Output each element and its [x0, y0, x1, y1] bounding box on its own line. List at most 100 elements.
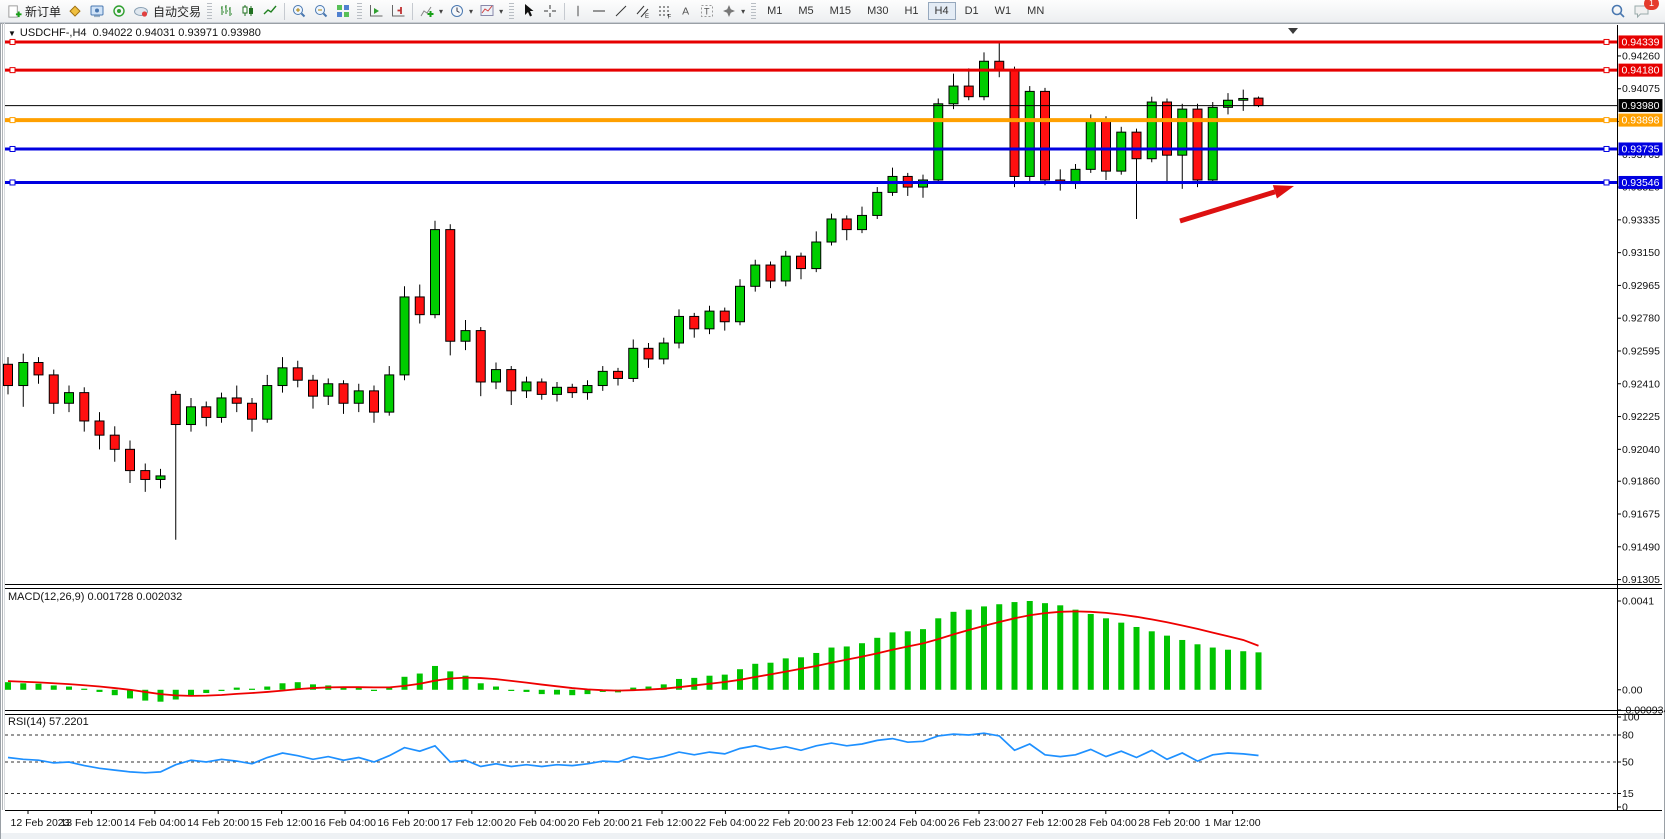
svg-text:14 Feb 20:00: 14 Feb 20:00	[187, 817, 249, 829]
timeframe-D1[interactable]: D1	[964, 5, 979, 17]
rsi-name: RSI(14)	[8, 716, 46, 728]
cursor-button[interactable]	[517, 1, 539, 21]
price-label-boxes: 0.94339 0.94180 0.93980 0.93898 0.93735 0.935…	[1618, 35, 1663, 189]
new-order-icon	[7, 4, 22, 19]
timeframe-M5[interactable]: M5	[798, 5, 814, 17]
svg-text:28 Feb 04:00: 28 Feb 04:00	[1075, 817, 1137, 829]
zoom-out-button[interactable]	[310, 1, 332, 21]
panel-frames	[0, 23, 1665, 839]
arrows-button[interactable]: ▾	[718, 1, 748, 21]
market-icon	[89, 3, 105, 19]
annotation-arrow[interactable]	[1179, 185, 1294, 224]
periods-button[interactable]: ▾	[446, 1, 476, 21]
auto-scroll-button[interactable]	[365, 1, 387, 21]
text-button[interactable]: A	[676, 1, 696, 21]
timeframe-M15[interactable]: M15	[829, 5, 852, 17]
toolbar-grip	[509, 3, 515, 19]
autotrading-button[interactable]: 自动交易	[130, 1, 204, 21]
svg-text:23 Feb 12:00: 23 Feb 12:00	[821, 817, 883, 829]
timeframe-H4[interactable]: H4	[927, 2, 956, 20]
svg-text:26 Feb 23:00: 26 Feb 23:00	[948, 817, 1010, 829]
svg-text:0.93546: 0.93546	[1622, 177, 1660, 189]
new-order-button[interactable]: 新订单	[4, 1, 64, 21]
svg-text:0.91305: 0.91305	[1622, 574, 1660, 586]
horizontal-line-button[interactable]	[588, 1, 610, 21]
candlestick-chart-button[interactable]	[237, 1, 259, 21]
svg-text:A: A	[682, 6, 689, 18]
fibonacci-button[interactable]: F	[654, 1, 676, 21]
svg-text:16 Feb 20:00: 16 Feb 20:00	[377, 817, 439, 829]
autotrading-label: 自动交易	[153, 4, 202, 19]
search-button[interactable]	[1607, 1, 1630, 21]
zoom-in-button[interactable]	[288, 1, 310, 21]
rsi-indicator	[5, 732, 1617, 794]
svg-text:0.92040: 0.92040	[1622, 444, 1660, 456]
templates-button[interactable]: ▾	[476, 1, 506, 21]
svg-text:28 Feb 20:00: 28 Feb 20:00	[1138, 817, 1200, 829]
svg-text:0.94260: 0.94260	[1622, 50, 1660, 62]
svg-text:0.92225: 0.92225	[1622, 411, 1660, 423]
templates-icon	[479, 3, 495, 19]
bar-chart-icon	[218, 3, 234, 19]
toolbar-grip	[207, 3, 213, 19]
svg-text:17 Feb 12:00: 17 Feb 12:00	[441, 817, 503, 829]
svg-text:21 Feb 12:00: 21 Feb 12:00	[631, 817, 693, 829]
svg-text:15: 15	[1622, 788, 1634, 800]
trendline-icon	[613, 3, 629, 19]
line-chart-icon	[262, 3, 278, 19]
crosshair-icon	[542, 3, 558, 19]
timeframe-M1[interactable]: M1	[767, 5, 783, 17]
svg-text:E: E	[645, 14, 649, 19]
signals-button[interactable]	[108, 1, 130, 21]
line-chart-button[interactable]	[259, 1, 281, 21]
chart-title[interactable]: ▼ USDCHF-,H4 0.94022 0.94031 0.93971 0.93…	[8, 27, 261, 39]
notifications-button[interactable]: 1	[1630, 0, 1659, 21]
svg-text:12 Feb 2023: 12 Feb 2023	[11, 817, 70, 829]
svg-text:0.0041: 0.0041	[1622, 595, 1654, 607]
chart-shift-icon	[390, 3, 406, 19]
svg-text:0.91490: 0.91490	[1622, 541, 1660, 553]
level-lines[interactable]	[5, 38, 1617, 186]
timeframe-M30[interactable]: M30	[867, 5, 889, 17]
svg-text:0.00: 0.00	[1622, 684, 1643, 696]
toolbar-grip	[357, 3, 363, 19]
metaeditor-button[interactable]	[64, 1, 86, 21]
macd-name: MACD(12,26,9)	[8, 591, 85, 603]
timeframe-W1[interactable]: W1	[994, 5, 1012, 17]
macd-label: MACD(12,26,9) 0.001728 0.002032	[8, 591, 182, 603]
text-label-button[interactable]: T	[696, 1, 718, 21]
svg-text:27 Feb 12:00: 27 Feb 12:00	[1011, 817, 1073, 829]
chart-title-dropdown-icon: ▼	[8, 29, 16, 38]
crosshair-button[interactable]	[539, 1, 561, 21]
candlesticks	[3, 41, 1264, 540]
trendline-button[interactable]	[610, 1, 632, 21]
market-button[interactable]	[86, 1, 108, 21]
indicators-button[interactable]: ▾	[416, 1, 446, 21]
notification-badge: 1	[1644, 0, 1659, 10]
svg-text:0.93335: 0.93335	[1622, 214, 1660, 226]
clock-icon	[449, 3, 465, 19]
tile-windows-button[interactable]	[332, 1, 354, 21]
rsi-label: RSI(14) 57.2201	[8, 716, 89, 728]
chart-shift-button[interactable]	[387, 1, 409, 21]
svg-text:0.93735: 0.93735	[1622, 143, 1660, 155]
macd-indicator	[5, 600, 1262, 702]
vertical-line-button[interactable]	[568, 1, 588, 21]
timeframe-MN[interactable]: MN	[1027, 5, 1045, 17]
chart-shift-marker[interactable]	[1288, 28, 1298, 34]
equidistant-channel-button[interactable]: E	[632, 1, 654, 21]
chart-area[interactable]: 0.942600.940750.938900.937050.935200.933…	[0, 23, 1665, 839]
zoom-in-icon	[291, 3, 307, 19]
svg-text:T: T	[704, 7, 710, 17]
svg-text:-0.000934: -0.000934	[1622, 705, 1665, 717]
dropdown-caret: ▾	[499, 6, 504, 16]
macd-axis: 0.0041 0.00 -0.000934	[1617, 595, 1665, 717]
toolbar-separator	[412, 2, 414, 20]
svg-text:0: 0	[1622, 802, 1628, 814]
bar-chart-button[interactable]	[215, 1, 237, 21]
svg-text:80: 80	[1622, 730, 1634, 742]
timeframe-H1[interactable]: H1	[904, 5, 919, 17]
main-toolbar: 新订单 自动交易 ▾ ▾ ▾ E F A T ▾ M1 M5 M15 M30 H1 H4 D…	[0, 0, 1665, 23]
search-icon	[1610, 3, 1627, 20]
indicators-icon	[419, 3, 435, 19]
